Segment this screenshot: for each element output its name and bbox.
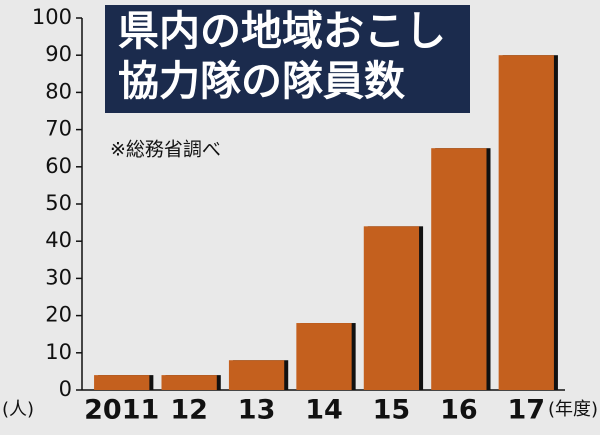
- x-tick-label: 13: [238, 395, 276, 426]
- chart-title: 県内の地域おこし: [118, 7, 446, 55]
- y-tick-label: 80: [45, 79, 72, 103]
- y-tick-label: 40: [45, 228, 72, 252]
- y-tick-label: 60: [45, 154, 72, 178]
- y-tick-label: 10: [45, 340, 72, 364]
- chart-title: 協力隊の隊員数: [118, 57, 405, 105]
- y-tick-label: 90: [45, 42, 72, 66]
- title-box: [105, 5, 470, 113]
- subtitle: ※総務省調べ: [110, 139, 221, 161]
- y-tick-label: 100: [32, 5, 72, 29]
- bar: [94, 375, 150, 390]
- y-tick-label: 20: [45, 303, 72, 327]
- y-tick-label: 70: [45, 117, 72, 141]
- x-tick-label: 12: [170, 395, 208, 426]
- x-tick-label: 15: [373, 395, 411, 426]
- x-tick-label: 14: [305, 395, 343, 426]
- bar: [161, 375, 217, 390]
- y-tick-label: 30: [45, 265, 72, 289]
- bar: [228, 360, 285, 390]
- y-axis-unit: (人): [2, 399, 34, 420]
- bar: [296, 323, 352, 390]
- x-tick-label: 17: [507, 395, 545, 426]
- x-axis-unit: (年度): [548, 399, 598, 420]
- bar: [431, 148, 487, 390]
- x-tick-label: 16: [440, 395, 478, 426]
- bar: [498, 55, 554, 390]
- x-tick-label: 2011: [84, 395, 159, 426]
- y-tick-label: 0: [59, 377, 72, 401]
- bar: [363, 226, 420, 390]
- y-tick-label: 50: [45, 191, 72, 215]
